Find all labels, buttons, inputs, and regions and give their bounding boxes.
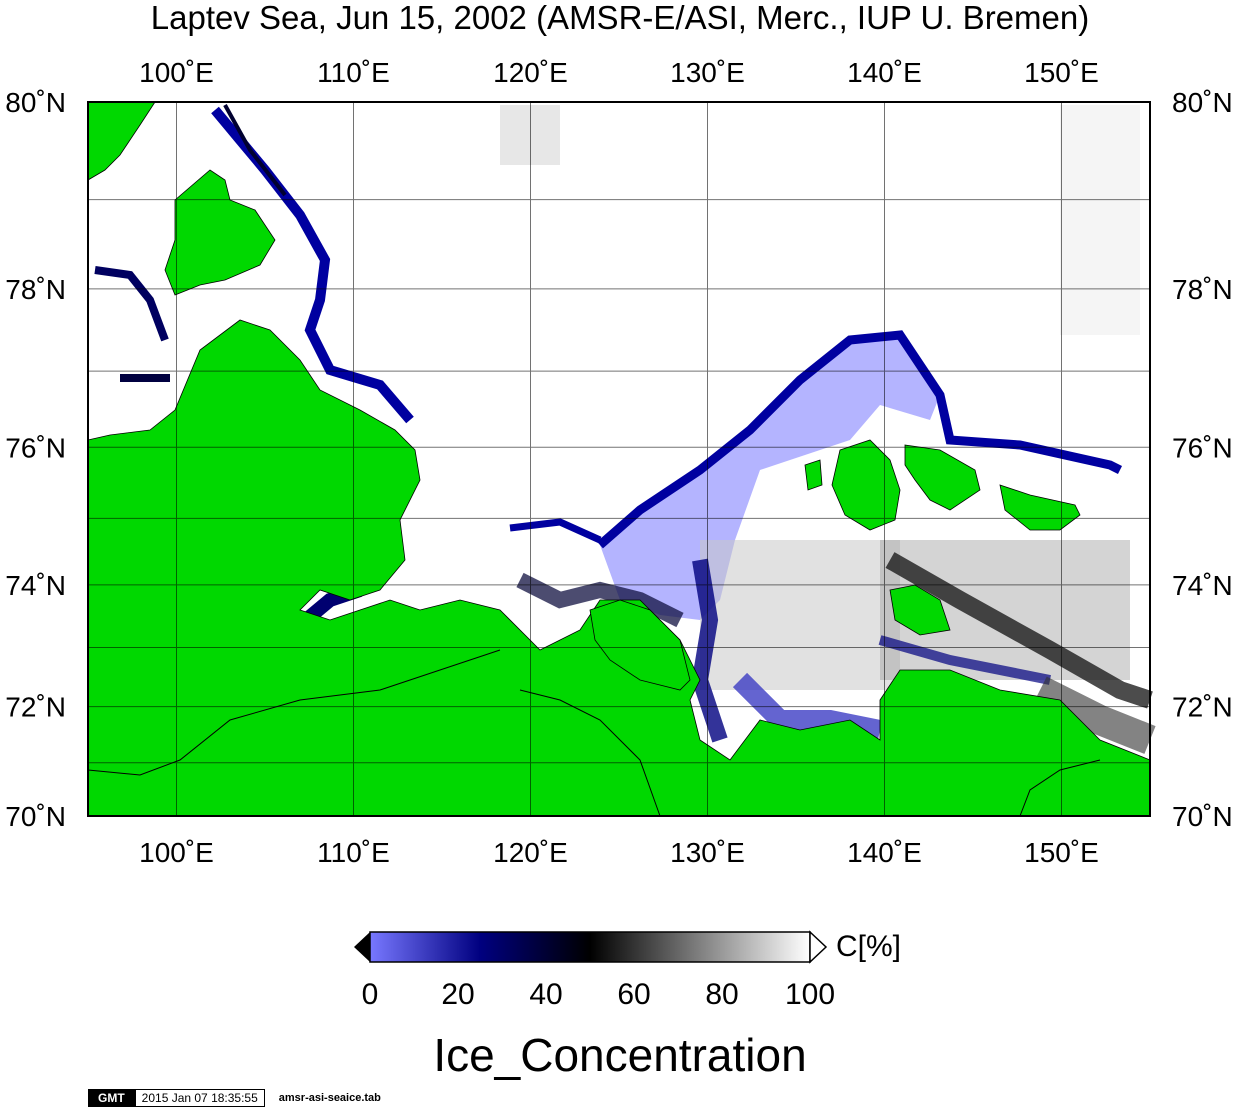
- gmt-timestamp: GMT 2015 Jan 07 18:35:55 amsr-asi-seaice…: [88, 1089, 381, 1107]
- lon-tick-label: 140˚E: [847, 837, 922, 868]
- lon-tick-label: 110˚E: [317, 57, 390, 88]
- variable-name: Ice_Concentration: [433, 1029, 807, 1081]
- colorbar-tick: 20: [441, 978, 475, 1011]
- graticule: [88, 102, 1150, 816]
- lat-tick-label: 78˚N: [5, 274, 66, 305]
- lat-tick-label: 80˚N: [5, 87, 66, 118]
- lon-tick-label: 130˚E: [670, 57, 745, 88]
- map-frame: [87, 101, 1151, 817]
- lat-tick-label: 72˚N: [5, 692, 66, 723]
- lon-tick-label: 120˚E: [493, 837, 568, 868]
- file-name: amsr-asi-seaice.tab: [278, 1092, 381, 1104]
- colorbar-tick: 100: [784, 978, 836, 1011]
- lat-tick-label: 76˚N: [1172, 432, 1233, 463]
- sea-ice-layer: [94, 104, 1156, 754]
- colorbar-low-triangle: [354, 932, 370, 962]
- colorbar-tick: 0: [361, 978, 379, 1011]
- lat-tick-label: 76˚N: [5, 432, 66, 463]
- colorbar-tick: 80: [705, 978, 739, 1011]
- lon-tick-label: 130˚E: [670, 837, 745, 868]
- timestamp: 2015 Jan 07 18:35:55: [134, 1089, 265, 1107]
- lat-tick-label: 78˚N: [1172, 274, 1233, 305]
- lat-tick-label: 70˚N: [1172, 801, 1233, 832]
- colorbar: [354, 930, 828, 964]
- colorbar-high-triangle: [809, 930, 828, 964]
- lon-tick-label: 150˚E: [1024, 837, 1099, 868]
- axis-labels: 100˚E 100˚E 110˚E 110˚E 120˚E 120˚E 130˚E 130˚E…: [5, 57, 1232, 868]
- colorbar-tick: 60: [617, 978, 651, 1011]
- lon-tick-label: 150˚E: [1024, 57, 1099, 88]
- lon-tick-label: 120˚E: [493, 57, 568, 88]
- lon-tick-label: 100˚E: [139, 837, 214, 868]
- lat-tick-label: 70˚N: [5, 801, 66, 832]
- gmt-logo-icon: GMT: [88, 1089, 135, 1107]
- page-title: Laptev Sea, Jun 15, 2002 (AMSR-E/ASI, Me…: [150, 0, 1090, 36]
- borders: [87, 649, 1101, 817]
- colorbar-bar: [369, 931, 811, 963]
- lon-tick-label: 100˚E: [139, 57, 214, 88]
- lat-tick-label: 72˚N: [1172, 692, 1233, 723]
- lat-tick-label: 74˚N: [5, 570, 66, 601]
- lat-tick-label: 80˚N: [1172, 87, 1233, 118]
- lon-tick-label: 110˚E: [317, 837, 390, 868]
- colorbar-unit: C[%]: [836, 930, 902, 963]
- lat-tick-label: 74˚N: [1172, 570, 1233, 601]
- lon-tick-label: 140˚E: [847, 57, 922, 88]
- colorbar-tick: 40: [529, 978, 563, 1011]
